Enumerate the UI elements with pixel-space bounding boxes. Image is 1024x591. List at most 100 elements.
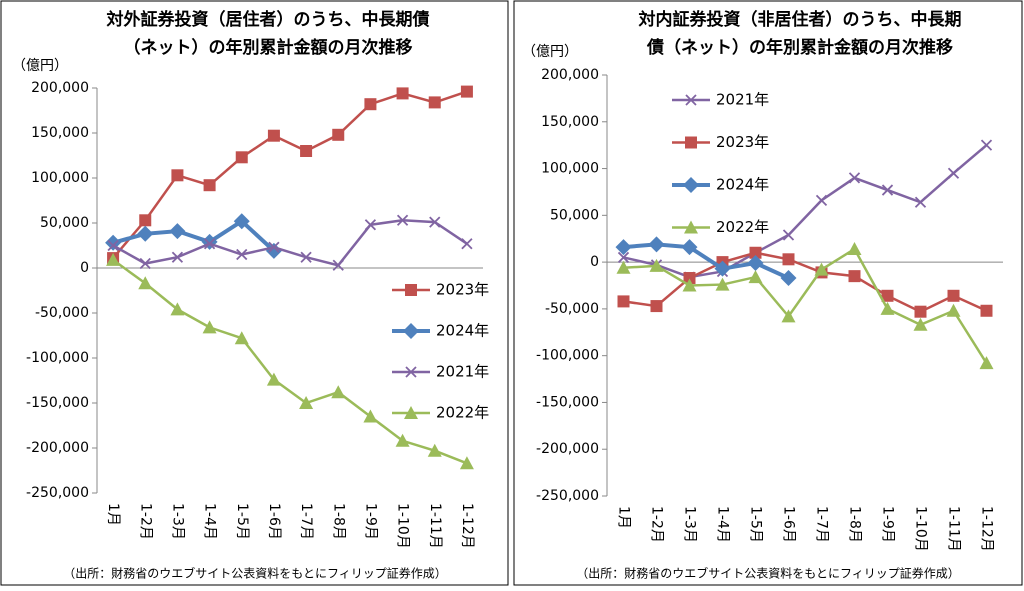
x-tick-label: 1-6月: [266, 503, 282, 540]
marker: [139, 214, 152, 227]
y-tick-label: 50,000: [550, 207, 599, 223]
x-tick-label: 1-11月: [427, 503, 443, 549]
legend-label: 2022年: [436, 404, 489, 422]
y-tick-label: -50,000: [545, 301, 599, 317]
marker: [749, 246, 762, 259]
legend-label: 2024年: [436, 322, 489, 340]
marker: [714, 260, 731, 277]
legend-label: 2023年: [716, 133, 769, 151]
marker: [428, 96, 441, 109]
marker: [780, 270, 797, 287]
y-axis-label: （億円）: [12, 58, 68, 74]
marker: [300, 145, 313, 157]
x-tick-label: 1-9月: [362, 503, 378, 540]
x-tick-label: 1-4月: [202, 503, 218, 540]
series-line: [112, 258, 468, 465]
legend-marker: [403, 323, 419, 339]
x-tick-label: 1-2月: [649, 506, 665, 543]
series-line: [623, 247, 988, 364]
right-panel: [513, 0, 1023, 586]
x-tick-label: 1-5月: [748, 506, 764, 543]
marker: [914, 305, 927, 318]
x-tick-label: 1-8月: [847, 506, 863, 543]
marker: [236, 248, 248, 261]
chart-title: 債（ネット）の年別累計金額の月次推移: [646, 37, 953, 58]
marker: [233, 213, 250, 230]
series-line: [112, 218, 276, 253]
y-tick-label: -250,000: [26, 485, 89, 501]
marker: [617, 295, 630, 308]
marker: [649, 258, 664, 272]
x-tick-label: 1-4月: [715, 506, 731, 543]
marker: [747, 255, 764, 272]
marker: [427, 443, 442, 457]
x-tick-label: 1-9月: [880, 506, 896, 543]
marker: [202, 320, 217, 334]
legend-label: 2024年: [716, 176, 769, 194]
marker: [266, 372, 281, 386]
marker: [881, 289, 894, 302]
marker: [138, 276, 153, 290]
marker: [980, 304, 993, 317]
marker: [396, 214, 409, 226]
marker: [681, 239, 698, 256]
legend-marker: [685, 136, 697, 149]
marker: [814, 262, 829, 276]
marker: [460, 85, 473, 98]
x-tick-label: 1月: [105, 503, 121, 526]
marker: [171, 169, 184, 182]
marker: [947, 167, 960, 179]
marker: [107, 239, 119, 252]
y-tick-label: 150,000: [541, 114, 599, 130]
x-tick-label: 1-3月: [169, 503, 185, 540]
marker: [299, 396, 314, 409]
legend-label: 2023年: [436, 281, 489, 299]
y-tick-label: 100,000: [31, 170, 89, 186]
marker: [300, 251, 312, 263]
marker: [782, 229, 795, 241]
legend-marker: [683, 177, 699, 193]
chart-title: 対外証券投資（居住者）のうち、中長期債: [106, 9, 430, 30]
marker: [203, 179, 216, 192]
series-line: [112, 219, 468, 267]
y-tick-label: -150,000: [26, 395, 89, 411]
marker: [914, 196, 927, 208]
y-tick-label: 100,000: [541, 161, 599, 177]
x-tick-label: 1-7月: [814, 506, 830, 543]
marker: [429, 216, 441, 228]
marker: [748, 270, 763, 284]
y-tick-label: -250,000: [536, 488, 599, 504]
marker: [946, 303, 961, 317]
x-tick-label: 1-12月: [979, 506, 995, 552]
marker: [364, 98, 377, 111]
series-line: [623, 251, 988, 314]
marker: [459, 456, 474, 470]
legend-marker: [685, 94, 697, 106]
left-panel: [0, 0, 509, 586]
marker: [364, 219, 377, 231]
y-tick-label: 0: [590, 254, 599, 270]
x-tick-label: 1-10月: [913, 506, 929, 552]
marker: [979, 356, 994, 370]
marker: [682, 278, 697, 292]
y-tick-label: -100,000: [26, 350, 89, 366]
marker: [332, 128, 345, 141]
y-tick-label: -50,000: [35, 305, 89, 321]
chart-title: 対内証券投資（非居住者）のうち、中長期: [638, 9, 962, 30]
source-note: （出所：財務省のウエブサイト公表資料をもとにフィリップ証券作成）: [63, 566, 447, 581]
legend-marker: [405, 284, 417, 296]
x-tick-label: 1-3月: [682, 506, 698, 543]
chart-title: （ネット）の年別累計金額の月次推移: [124, 37, 413, 58]
x-tick-label: 1-11月: [946, 506, 962, 552]
marker: [170, 302, 185, 316]
marker: [815, 194, 828, 207]
marker: [235, 151, 248, 164]
marker: [947, 289, 960, 302]
legend-label: 2021年: [716, 91, 769, 109]
marker: [848, 172, 861, 184]
x-tick-label: 1-10月: [395, 503, 411, 549]
marker: [331, 385, 346, 399]
marker: [332, 259, 344, 271]
marker: [880, 301, 895, 315]
